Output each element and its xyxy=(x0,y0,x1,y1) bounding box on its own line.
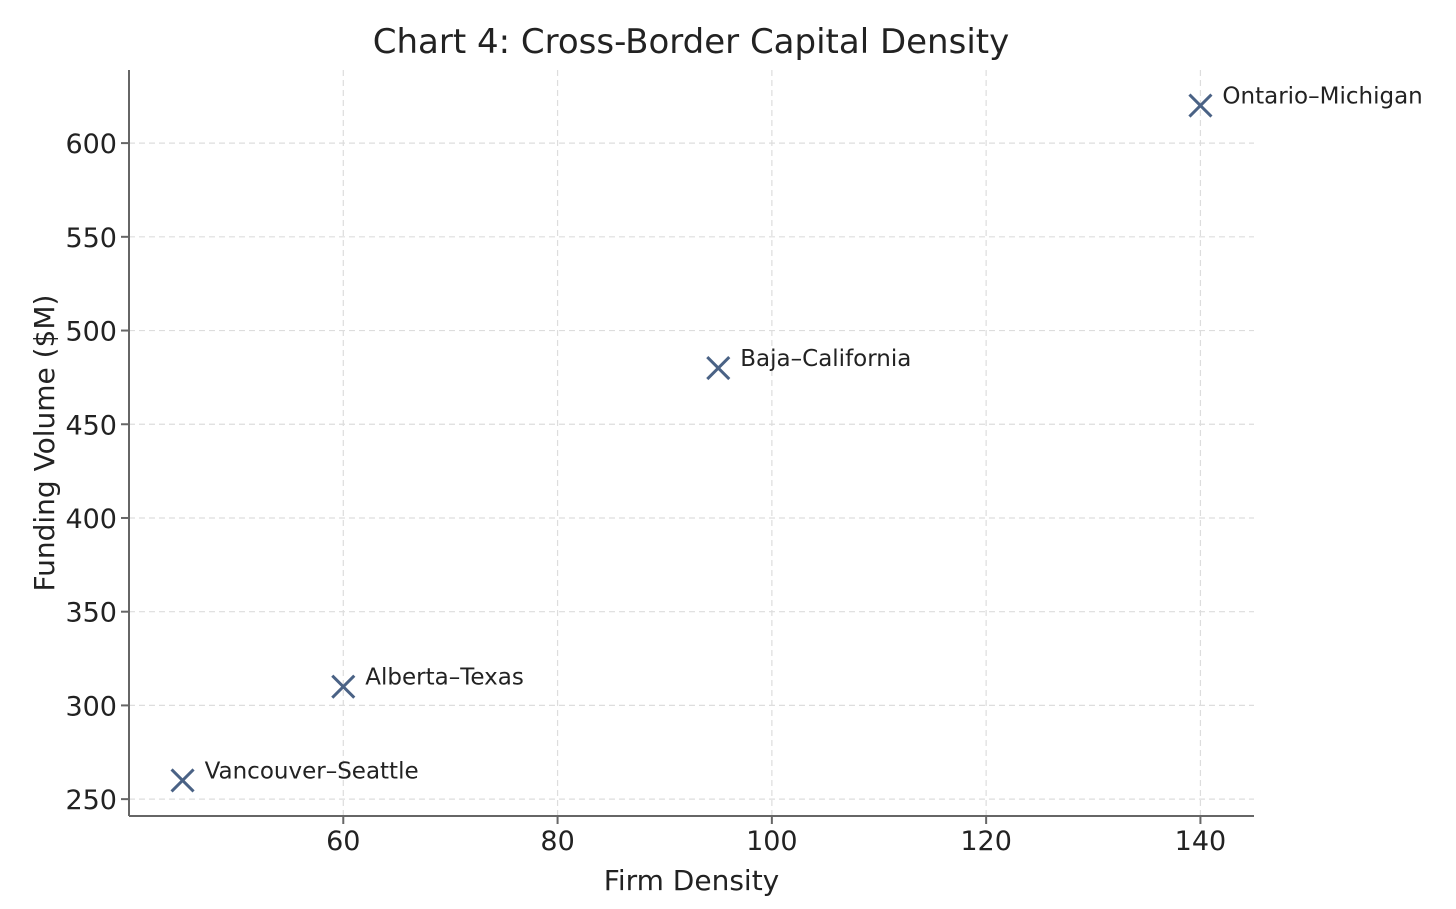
y-tick-label: 300 xyxy=(65,691,117,722)
x-tick-label: 60 xyxy=(326,826,360,857)
data-point: Baja–California xyxy=(706,346,911,381)
x-axis-label: Firm Density xyxy=(604,864,780,897)
data-points: Vancouver–Seattle Alberta–Texas Baja–Calif… xyxy=(170,84,1423,793)
x-marker-stroke xyxy=(170,768,195,793)
x-tick-label: 100 xyxy=(746,826,798,857)
y-tick-label: 450 xyxy=(65,410,117,441)
data-point: Ontario–Michigan xyxy=(1188,84,1423,118)
y-tick-label: 500 xyxy=(65,317,117,348)
y-axis-label: Funding Volume ($M) xyxy=(28,295,61,592)
ticks: 60 80 100 120 140 250 300 350 400 450 500 550 600 xyxy=(65,129,1226,857)
axes xyxy=(128,70,1254,817)
point-label: Baja–California xyxy=(740,346,911,372)
x-marker-stroke xyxy=(1188,93,1213,118)
data-point: Vancouver–Seattle xyxy=(170,758,419,793)
data-point: Alberta–Texas xyxy=(331,665,524,699)
point-label: Alberta–Texas xyxy=(365,665,524,691)
x-tick-label: 140 xyxy=(1175,826,1227,857)
point-label: Ontario–Michigan xyxy=(1222,84,1422,110)
y-tick-label: 250 xyxy=(65,785,117,816)
grid xyxy=(129,70,1254,816)
y-tick-label: 400 xyxy=(65,504,117,535)
y-tick-label: 600 xyxy=(65,129,117,160)
x-marker-stroke xyxy=(331,674,356,699)
y-tick-label: 550 xyxy=(65,223,117,254)
y-tick-label: 350 xyxy=(65,598,117,629)
x-tick-label: 80 xyxy=(540,826,574,857)
point-label: Vancouver–Seattle xyxy=(205,758,419,784)
chart-title: Chart 4: Cross-Border Capital Density xyxy=(373,22,1009,62)
x-marker-stroke xyxy=(706,355,731,381)
x-tick-label: 120 xyxy=(960,826,1012,857)
